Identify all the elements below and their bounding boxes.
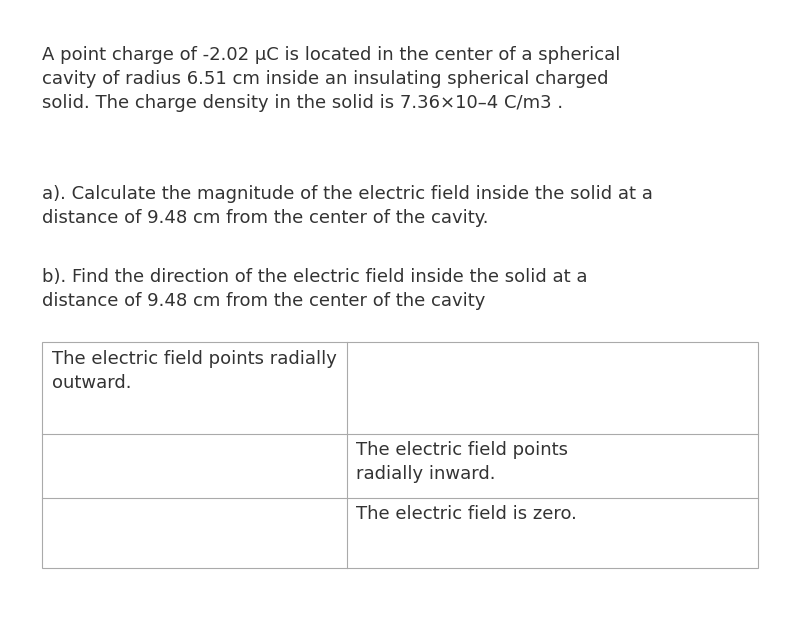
Text: The electric field points
radially inward.: The electric field points radially inwar… xyxy=(356,441,569,483)
Text: A point charge of -2.02 μC is located in the center of a spherical
cavity of rad: A point charge of -2.02 μC is located in… xyxy=(42,46,620,112)
Text: b). Find the direction of the electric field inside the solid at a
distance of 9: b). Find the direction of the electric f… xyxy=(42,268,588,310)
Text: a). Calculate the magnitude of the electric field inside the solid at a
distance: a). Calculate the magnitude of the elect… xyxy=(42,185,653,227)
Text: The electric field points radially
outward.: The electric field points radially outwa… xyxy=(52,350,337,392)
Bar xyxy=(42,342,758,568)
Text: The electric field is zero.: The electric field is zero. xyxy=(356,505,577,523)
